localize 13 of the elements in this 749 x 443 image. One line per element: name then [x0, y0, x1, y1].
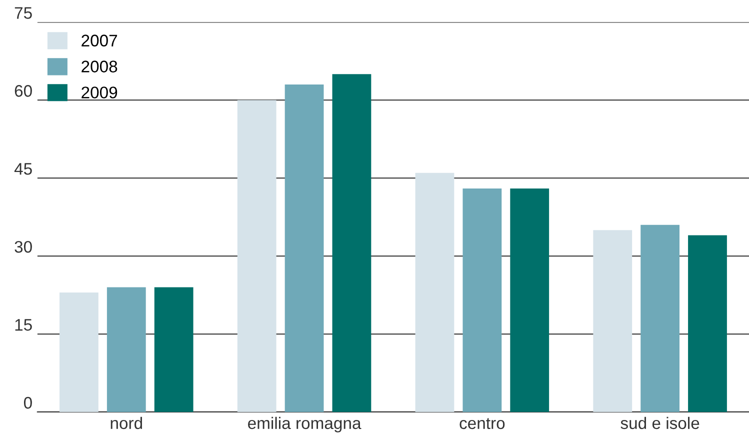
legend-label: 2009 [82, 86, 118, 98]
y-tick-label: 45 [14, 163, 32, 175]
y-tick-label: 30 [14, 240, 32, 253]
x-tick-label: sud e isole [620, 416, 700, 430]
y-tick-label: 15 [15, 319, 32, 331]
x-tick-label: nord [110, 416, 142, 430]
y-tick-label: 75 [14, 7, 32, 19]
y-tick-label: 60 [14, 85, 32, 97]
legend-label: 2007 [82, 34, 118, 46]
x-tick-label: emilia romagna [248, 416, 362, 432]
y-tick-label: 0 [24, 396, 32, 409]
legend-label: 2008 [82, 60, 118, 72]
x-tick-label: centro [460, 418, 505, 430]
